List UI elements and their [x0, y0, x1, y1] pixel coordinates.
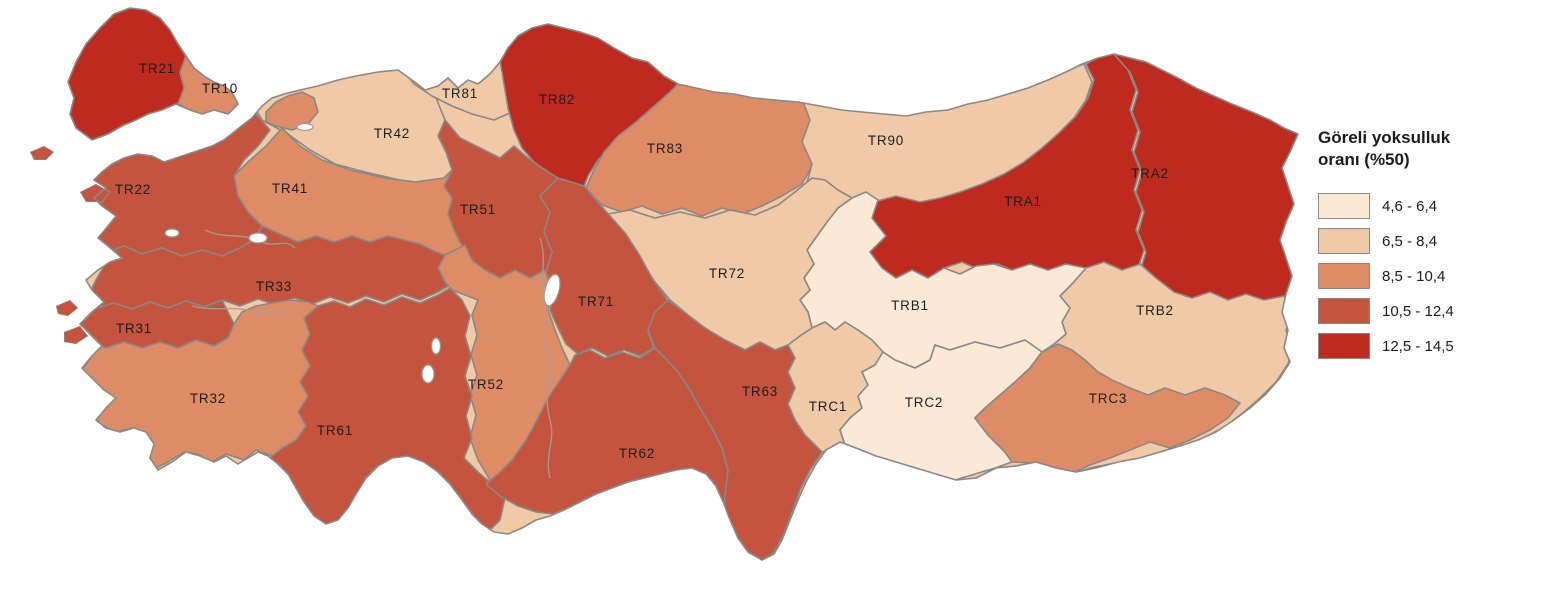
island-1: [30, 145, 56, 161]
legend-title-line2: oranı (%50): [1318, 150, 1410, 169]
legend-item-3: 10,5 - 12,4: [1318, 298, 1533, 324]
lake-3: [296, 122, 314, 132]
region-label-TR61: TR61: [317, 423, 353, 438]
region-label-TR83: TR83: [647, 141, 683, 156]
legend-label-3: 10,5 - 12,4: [1382, 302, 1454, 320]
legend-title-line1: Göreli yoksulluk: [1318, 128, 1451, 147]
legend-label-1: 6,5 - 8,4: [1382, 232, 1438, 250]
region-label-TR51: TR51: [460, 202, 496, 217]
region-label-TR62: TR62: [619, 446, 655, 461]
legend-item-2: 8,5 - 10,4: [1318, 263, 1533, 289]
region-label-TRB2: TRB2: [1136, 303, 1174, 318]
region-label-TR82: TR82: [539, 92, 575, 107]
legend-label-4: 12,5 - 14,5: [1382, 337, 1454, 355]
region-label-TR52: TR52: [468, 377, 504, 392]
region-label-TR42: TR42: [374, 126, 410, 141]
region-label-TRC3: TRC3: [1089, 391, 1127, 406]
island-4: [63, 325, 90, 345]
legend-swatch-4: [1318, 333, 1370, 359]
region-label-TR72: TR72: [709, 266, 745, 281]
legend-swatch-0: [1318, 193, 1370, 219]
legend-title: Göreli yoksulluk oranı (%50): [1318, 127, 1533, 171]
coastline-thrace: [67, 7, 239, 141]
legend-items: 4,6 - 6,4 6,5 - 8,4 8,5 - 10,4 10,5 - 12,4 1…: [1318, 193, 1533, 359]
lake-1: [248, 232, 268, 244]
region-label-TR90: TR90: [868, 133, 904, 148]
region-label-TRA2: TRA2: [1131, 166, 1169, 181]
region-TR10: [177, 55, 319, 131]
region-TRC3: [974, 343, 1241, 473]
lake-5: [421, 364, 435, 384]
region-TR31: [77, 299, 235, 349]
region-label-TRB1: TRB1: [891, 298, 929, 313]
legend-label-0: 4,6 - 6,4: [1382, 197, 1438, 215]
region-label-TR10: TR10: [202, 81, 238, 96]
region-label-TR32: TR32: [190, 391, 226, 406]
legend-label-2: 8,5 - 10,4: [1382, 267, 1446, 285]
coastline-anatolia: [79, 23, 1299, 561]
region-label-TR81: TR81: [442, 86, 478, 101]
legend-item-1: 6,5 - 8,4: [1318, 228, 1533, 254]
island-3: [55, 299, 80, 317]
legend-swatch-1: [1318, 228, 1370, 254]
region-label-TRC1: TRC1: [809, 399, 847, 414]
region-label-TR22: TR22: [115, 182, 151, 197]
region-label-TR41: TR41: [272, 181, 308, 196]
region-label-TR33: TR33: [256, 279, 292, 294]
legend: Göreli yoksulluk oranı (%50) 4,6 - 6,4 6,…: [1318, 127, 1533, 368]
lake-4: [543, 273, 561, 307]
legend-item-4: 12,5 - 14,5: [1318, 333, 1533, 359]
lake-2: [164, 228, 180, 238]
legend-swatch-3: [1318, 298, 1370, 324]
lake-6: [430, 337, 442, 355]
region-label-TR63: TR63: [742, 384, 778, 399]
river-line-2: [539, 237, 553, 479]
river-line-3: [191, 305, 289, 315]
legend-item-0: 4,6 - 6,4: [1318, 193, 1533, 219]
region-label-TR31: TR31: [116, 321, 152, 336]
region-label-TRA1: TRA1: [1004, 194, 1042, 209]
region-label-TR71: TR71: [578, 294, 614, 309]
legend-swatch-2: [1318, 263, 1370, 289]
region-label-TR21: TR21: [139, 61, 175, 76]
region-TR63: [647, 299, 823, 560]
region-label-TRC2: TRC2: [905, 395, 943, 410]
